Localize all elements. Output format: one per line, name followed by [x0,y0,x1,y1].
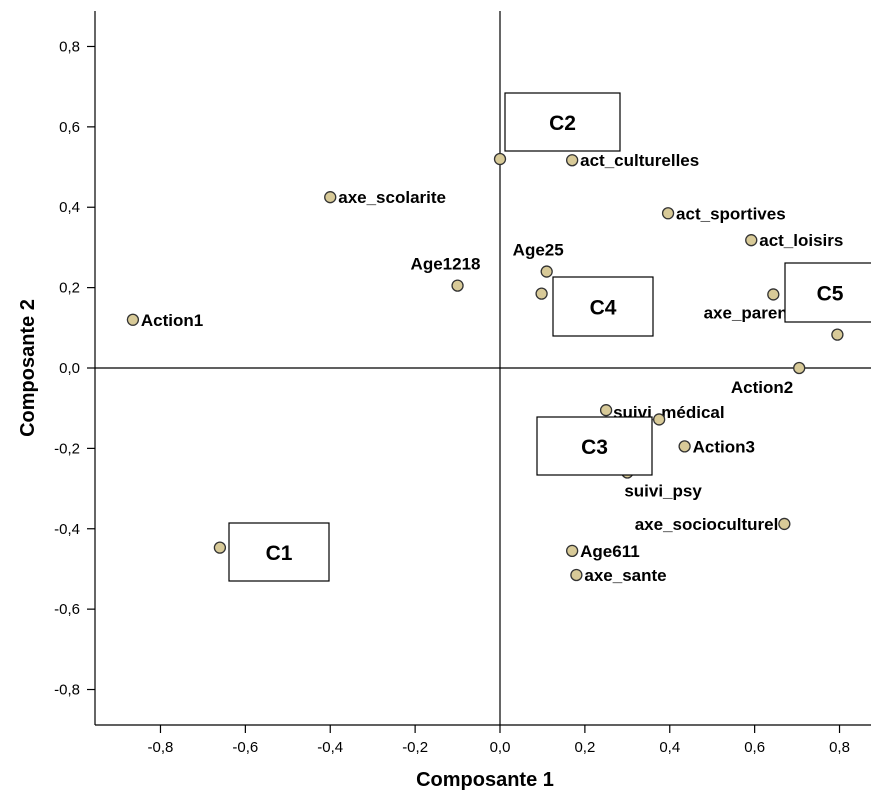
y-tick-label: 0,0 [59,360,80,377]
point-label: act_culturelles [580,151,699,170]
cluster-box [784,262,871,323]
point-label: act_loisirs [759,231,843,250]
y-axis-title: Composante 2 [17,299,39,437]
y-tick-label: 0,4 [59,199,80,216]
x-tick-label: -0,2 [402,739,428,756]
x-tick-label: 0,2 [574,739,595,756]
cluster-box [504,92,621,152]
x-axis-title: Composante 1 [416,769,554,791]
cluster-label: C1 [266,542,293,565]
y-tick-label: -0,4 [54,521,80,538]
data-point [653,413,666,426]
point-label: axe_scolarite [338,188,446,207]
point-label: Action1 [141,311,203,330]
data-point [767,288,780,301]
data-point [678,440,691,453]
y-tick-label: -0,6 [54,601,80,618]
x-tick-label: -0,8 [148,739,174,756]
cluster-box [536,416,653,476]
data-point [778,517,791,531]
data-point [793,361,806,375]
point-label: Action2 [731,378,793,397]
point-label: act_sportives [676,204,786,223]
y-tick-label: 0,6 [59,119,80,136]
data-point [540,265,553,278]
data-point [213,541,227,554]
y-tick-label: -0,8 [54,682,80,699]
x-tick-label: -0,4 [317,739,343,756]
cluster-label: C3 [581,436,608,459]
data-point [565,544,579,558]
point-label: suivi_psy [624,481,702,500]
data-point [831,328,844,341]
x-tick-label: 0,0 [490,739,511,756]
cluster-box [228,522,330,582]
cluster-label: C5 [817,283,844,306]
y-tick-label: 0,8 [59,38,80,55]
cluster-label: C2 [549,112,576,135]
data-point [451,279,464,292]
data-point [126,313,140,326]
data-point [661,207,675,220]
data-point [565,154,579,167]
x-tick-label: 0,6 [744,739,765,756]
point-label: axe_socioculturel [635,515,779,534]
point-label: Age611 [580,542,640,561]
x-tick-label: -0,6 [232,739,258,756]
y-tick-label: 0,2 [59,280,80,297]
x-tick-label: 0,8 [829,739,850,756]
point-label: Age1218 [411,255,481,274]
data-point [493,152,507,166]
cluster-label: C4 [590,297,617,320]
data-point [324,191,337,204]
x-tick-label: 0,4 [659,739,680,756]
data-point [745,234,758,247]
y-tick-label: -0,2 [54,440,80,457]
data-point [599,404,613,417]
point-label: Action3 [693,437,755,456]
cluster-box [552,276,654,337]
point-label: Age25 [513,241,564,260]
data-point [570,568,583,582]
point-label: axe_sante [584,566,666,585]
data-point [535,287,548,300]
